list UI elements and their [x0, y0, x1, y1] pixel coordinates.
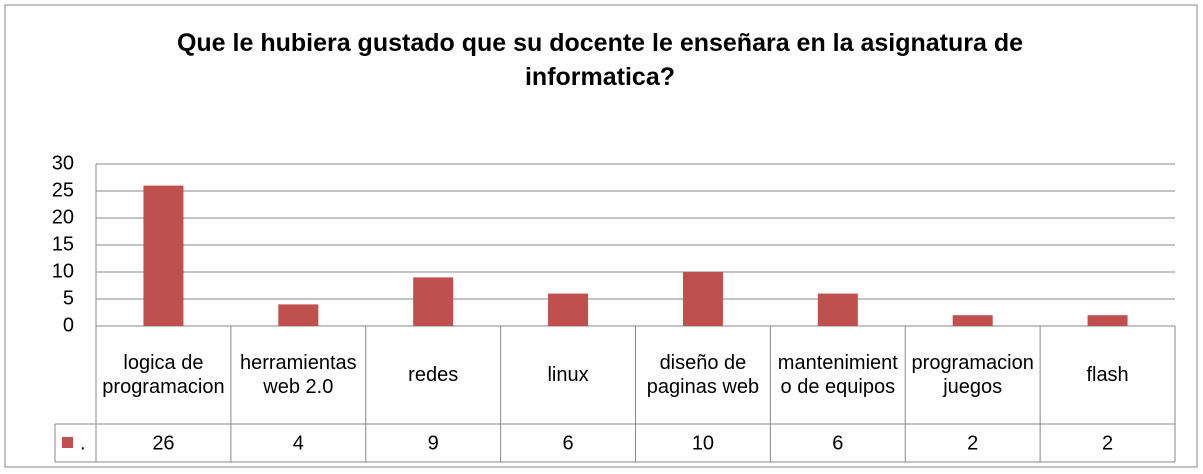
- y-tick-label: 5: [63, 287, 74, 309]
- x-tick-label: herramientas web 2.0: [239, 352, 357, 398]
- bar: [413, 277, 454, 326]
- bar: [682, 272, 723, 326]
- category-cell: diseño de paginas web: [646, 352, 760, 398]
- y-tick-label: 30: [52, 152, 74, 174]
- category-cell: mantenimiento de equipos: [777, 352, 898, 398]
- bar: [548, 293, 589, 326]
- bar: [143, 185, 184, 326]
- legend-label: .: [80, 432, 86, 454]
- value-cell: 6: [832, 432, 843, 454]
- bar: [952, 315, 993, 326]
- chart-title: Que le hubiera gustado que su docente le…: [176, 29, 1024, 91]
- x-tick-label: mantenimiento de equipos: [777, 352, 898, 398]
- bar: [278, 304, 319, 326]
- category-cell: herramientas web 2.0: [239, 352, 357, 398]
- x-tick-label: logica de programacion: [102, 352, 225, 398]
- value-cell: 10: [692, 432, 714, 454]
- y-tick-label: 15: [52, 233, 74, 255]
- chart-border: [4, 4, 1198, 468]
- value-cell: 9: [428, 432, 439, 454]
- category-cell: programacion juegos: [911, 352, 1034, 398]
- x-tick-label: diseño de paginas web: [646, 352, 760, 398]
- x-tick-label: programacion juegos: [911, 352, 1034, 398]
- y-tick-label: 25: [52, 179, 74, 201]
- category-cell: flash: [1086, 364, 1129, 386]
- bar: [1087, 315, 1128, 326]
- category-cell: logica de programacion: [102, 352, 225, 398]
- y-tick-label: 0: [63, 314, 74, 336]
- value-cell: 4: [293, 432, 304, 454]
- category-cell: redes: [408, 364, 459, 386]
- x-tick-label: redes: [408, 364, 459, 386]
- x-tick-label: flash: [1086, 364, 1129, 386]
- bar: [817, 293, 858, 326]
- x-tick-label: linux: [547, 364, 589, 386]
- legend-key: [62, 437, 73, 448]
- y-tick-label: 10: [52, 260, 74, 282]
- value-cell: 6: [563, 432, 574, 454]
- category-cell: linux: [547, 364, 589, 386]
- value-cell: 26: [152, 432, 174, 454]
- value-cell: 2: [967, 432, 978, 454]
- y-tick-label: 20: [52, 206, 74, 228]
- value-cell: 2: [1102, 432, 1113, 454]
- title-box: Que le hubiera gustado que su docente le…: [176, 29, 1024, 91]
